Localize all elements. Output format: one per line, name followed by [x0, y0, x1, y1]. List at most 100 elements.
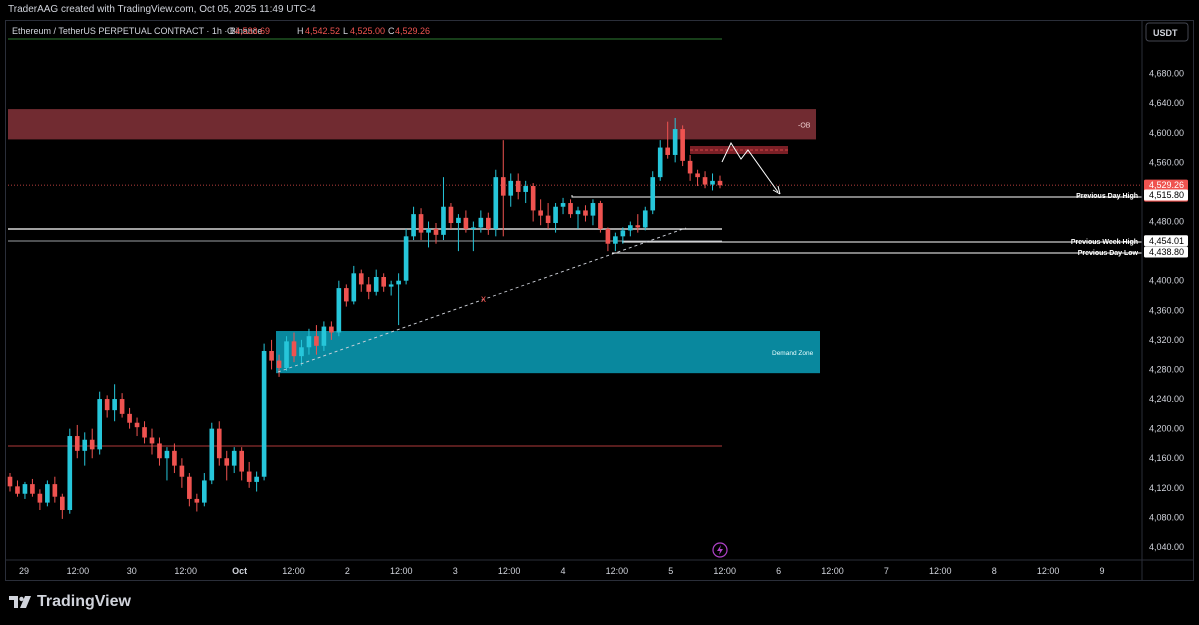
brand-label: TradingView — [37, 593, 131, 610]
candle — [194, 493, 200, 512]
price-tick-label: 4,640.00 — [1149, 98, 1184, 108]
price-tick-label: 4,120.00 — [1149, 483, 1184, 493]
candle — [7, 473, 13, 492]
candle — [74, 424, 80, 459]
candle — [381, 273, 387, 292]
candle — [246, 461, 252, 488]
candle — [456, 214, 461, 252]
price-tick-label: 4,240.00 — [1149, 394, 1184, 404]
candle — [583, 205, 588, 222]
candle — [306, 328, 312, 355]
currency-button-box[interactable] — [1145, 22, 1189, 42]
svg-text:4,529.26: 4,529.26 — [1149, 180, 1184, 190]
attribution-text: TraderAAG created with TradingView.com, … — [8, 4, 316, 15]
tradingview-logo[interactable]: TradingView — [9, 593, 131, 611]
candle — [411, 206, 416, 241]
candle — [568, 199, 573, 218]
price-axis[interactable]: 4,040.00 4,080.00 4,120.00 4,160.00 4,200.00… — [1141, 20, 1184, 580]
mini-ob-zone[interactable] — [690, 146, 788, 154]
candle — [149, 428, 155, 455]
candle — [396, 273, 401, 326]
candle — [485, 212, 491, 235]
candle — [717, 175, 723, 189]
lightning-icon[interactable] — [712, 542, 728, 558]
time-tick-label: 4 — [560, 566, 565, 576]
candle — [358, 269, 364, 292]
time-tick-label: 12:00 — [606, 566, 629, 576]
price-tag: 4,454.01 — [1144, 235, 1188, 247]
candle — [37, 489, 43, 511]
time-tick-label: 29 — [19, 566, 29, 576]
time-tick-label: 12:00 — [713, 566, 736, 576]
price-tag: 4,515.80 — [1144, 189, 1188, 201]
price-tick-label: 4,280.00 — [1149, 364, 1184, 374]
candle — [687, 154, 693, 181]
candle — [201, 473, 207, 507]
candle — [104, 395, 110, 418]
candle — [508, 173, 514, 207]
level-label: Previous Week High — [1071, 239, 1138, 246]
time-tick-label: 30 — [127, 566, 137, 576]
price-tick-label: 4,200.00 — [1149, 424, 1184, 434]
trendline-dashed[interactable] — [277, 227, 687, 373]
ob-zone-label: -OB — [798, 122, 811, 129]
previous-day-high-line[interactable] — [571, 195, 1142, 198]
candle — [388, 280, 394, 296]
time-tick-label: 12:00 — [174, 566, 197, 576]
time-axis[interactable]: 29 12:00 30 12:00 Oct 12:00 2 12:00 3 12:00 4 12:00… — [5, 559, 1194, 576]
candle — [231, 447, 237, 474]
candle — [89, 428, 95, 459]
candle — [157, 437, 162, 466]
candle — [680, 125, 685, 167]
candle — [471, 221, 476, 252]
legend-open: 4,533.69 — [235, 26, 270, 36]
price-tick-label: 4,160.00 — [1149, 453, 1184, 463]
time-tick-label: Oct — [232, 566, 247, 576]
svg-text:4,515.80: 4,515.80 — [1149, 190, 1184, 200]
candle — [493, 169, 499, 237]
candle — [67, 428, 73, 514]
candle — [329, 321, 334, 340]
time-tick-label: 12:00 — [498, 566, 521, 576]
time-tick-label: 9 — [1099, 566, 1104, 576]
candle — [613, 232, 618, 252]
attribution-bar: TraderAAG created with TradingView.com, … — [0, 0, 1199, 20]
price-tick-label: 4,560.00 — [1149, 157, 1184, 167]
candle — [142, 421, 147, 444]
legend-low: 4,525.00 — [350, 26, 385, 36]
candle — [187, 473, 192, 507]
legend: Ethereum / TetherUS PERPETUAL CONTRACT ·… — [12, 26, 430, 36]
price-tick-label: 4,360.00 — [1149, 305, 1184, 315]
candle — [30, 478, 35, 497]
candle — [500, 140, 506, 237]
candle — [45, 480, 50, 507]
drawings-layer: x Previous Day High Previous Week High Prev… — [277, 141, 1139, 373]
time-tick-label: 12:00 — [282, 566, 305, 576]
price-tick-label: 4,600.00 — [1149, 128, 1184, 138]
currency-button-label[interactable]: USDT — [1153, 28, 1178, 38]
demand-zone[interactable] — [276, 331, 820, 374]
zones-layer: -OB Demand Zone — [8, 109, 820, 374]
legend-symbol: Ethereum / TetherUS PERPETUAL CONTRACT ·… — [12, 26, 262, 36]
time-tick-label: 6 — [776, 566, 781, 576]
projection-path[interactable] — [721, 141, 779, 193]
candle — [82, 432, 88, 466]
candle — [291, 332, 297, 363]
candle — [710, 173, 715, 191]
candle — [366, 277, 372, 300]
time-tick-label: 2 — [345, 566, 350, 576]
candle — [672, 117, 678, 163]
candle — [426, 221, 431, 248]
candle — [284, 336, 289, 371]
candle — [598, 200, 603, 233]
ob-zone[interactable] — [8, 109, 816, 140]
candle — [560, 197, 566, 215]
candle — [336, 280, 342, 337]
candle — [299, 339, 304, 366]
level-label: Previous Day High — [1076, 193, 1138, 200]
currency-button[interactable]: USDT — [1145, 22, 1189, 42]
time-tick-label: 12:00 — [821, 566, 844, 576]
price-tags-layer: 4,529.2611:004,515.804,454.014,438.80 — [1144, 179, 1188, 258]
